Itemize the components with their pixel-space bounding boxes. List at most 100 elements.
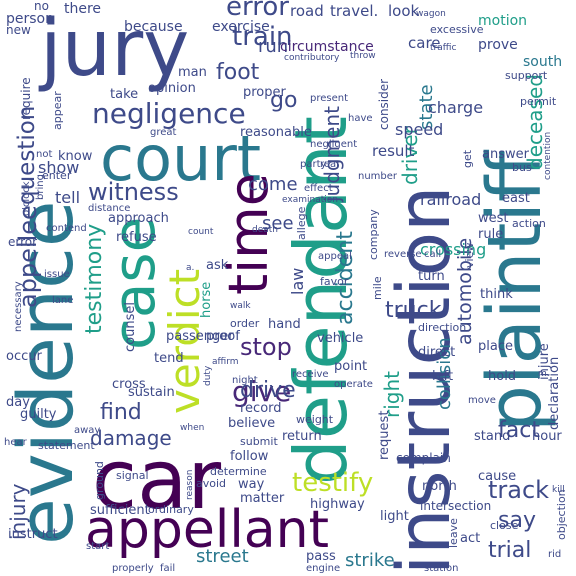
word-sufficient: sufficient [90, 503, 150, 518]
word-hear: hear [4, 437, 27, 448]
word-when: when [180, 423, 205, 433]
word-close: close [490, 519, 519, 532]
word-reverse: reverse [384, 249, 422, 260]
word-trial: trial [488, 538, 532, 563]
word-oclock: o'clock [21, 181, 32, 216]
word-give: give [232, 375, 292, 408]
word-car: car [92, 433, 222, 528]
word-negligent: negligent [310, 139, 358, 150]
word-error: error [226, 0, 289, 22]
word-error-small: error [8, 235, 38, 249]
word-away: away [74, 425, 101, 436]
word-follow: follow [230, 449, 269, 464]
word-leave: leave [447, 518, 460, 548]
word-way: way [238, 477, 265, 492]
word-declaration: declaration [547, 356, 562, 430]
word-fail: fail [160, 563, 176, 574]
word-road: road [290, 2, 324, 20]
word-south: south [523, 54, 563, 70]
word-travel: travel. [330, 2, 379, 20]
word-contributory: contributory [284, 53, 340, 63]
word-stand: stand [474, 429, 511, 444]
word-track: track [488, 476, 550, 504]
word-affirm: affirm [212, 357, 239, 367]
word-drive: drive [240, 378, 296, 403]
word-care: care [408, 34, 441, 52]
word-rule: rule [478, 227, 504, 242]
word-hand: hand [268, 317, 301, 332]
word-speed: speed [395, 120, 444, 139]
word-support: support [505, 69, 548, 82]
word-walk: walk [230, 301, 251, 311]
word-not: not [36, 149, 53, 160]
word-party: party [300, 159, 327, 170]
word-point: point [334, 359, 368, 374]
word-kill: kill [552, 485, 565, 495]
word-contend: contend [46, 223, 87, 234]
word-action: action [512, 217, 546, 230]
word-bring: bring [35, 174, 46, 200]
word-vehicle: vehicle [317, 331, 364, 346]
word-request: request [377, 410, 392, 460]
word-statement: statement [38, 439, 95, 452]
word-rear: rear [320, 159, 341, 170]
word-proper: proper [243, 85, 286, 100]
word-charge: charge [428, 98, 484, 117]
word-look: look [388, 2, 420, 20]
word-station: station [424, 563, 459, 574]
word-excessive: excessive [430, 23, 484, 36]
word-ordinary: ordinary [148, 503, 194, 516]
word-record: record [240, 401, 282, 416]
word-enter: enter [42, 169, 72, 182]
word-take: take [110, 87, 139, 102]
word-damage: damage [90, 426, 172, 450]
word-man: man [178, 65, 207, 80]
word-matter: matter [240, 491, 285, 506]
word-act: act [460, 531, 481, 546]
word-death: death [252, 225, 278, 235]
word-view: view [463, 242, 476, 268]
word-because: because [124, 19, 183, 35]
word-testify: testify [292, 468, 374, 498]
word-pass: pass [306, 549, 336, 564]
word-reasonable: reasonable [240, 125, 312, 140]
word-result: result [372, 142, 415, 160]
word-witness: witness [88, 178, 179, 206]
word-law: law [288, 267, 307, 295]
word-great: great [150, 127, 177, 138]
word-complain: complain [396, 451, 451, 465]
word-properly: properly [112, 563, 154, 574]
word-contention: contention [543, 131, 553, 180]
word-counsel: counsel [123, 302, 138, 352]
word-effect: effect [304, 183, 333, 194]
word-know: know [58, 149, 93, 164]
word-duty: duty [203, 365, 213, 386]
word-lane: lane [52, 295, 74, 306]
word-railroad: railroad [420, 190, 482, 209]
word-reason: reason [185, 469, 195, 500]
word-approach: approach [108, 211, 169, 226]
word-traffic: traffic [430, 43, 457, 53]
word-hold: hold [488, 369, 517, 384]
word-highway: highway [310, 497, 365, 512]
word-cause: cause [478, 469, 517, 484]
word-there: there [64, 1, 102, 17]
word-run: run [258, 36, 289, 57]
word-cross: cross [112, 377, 146, 392]
word-order: order [230, 317, 260, 330]
word-say: say [498, 508, 536, 533]
word-day: day [6, 395, 30, 410]
word-night: night [232, 375, 258, 386]
word-rid: rid [548, 549, 562, 560]
word-appeal: appeal [318, 251, 352, 262]
word-fact: fact [498, 418, 540, 443]
word-jury: jury [40, 4, 190, 94]
word-company: company [367, 209, 380, 260]
word-answer: answer [482, 147, 529, 162]
word-ask: ask [206, 258, 229, 273]
word-left: left [432, 369, 454, 384]
word-west: west [478, 211, 509, 226]
word-signal: signal [116, 469, 149, 482]
word-wagon: wagon [416, 9, 446, 19]
